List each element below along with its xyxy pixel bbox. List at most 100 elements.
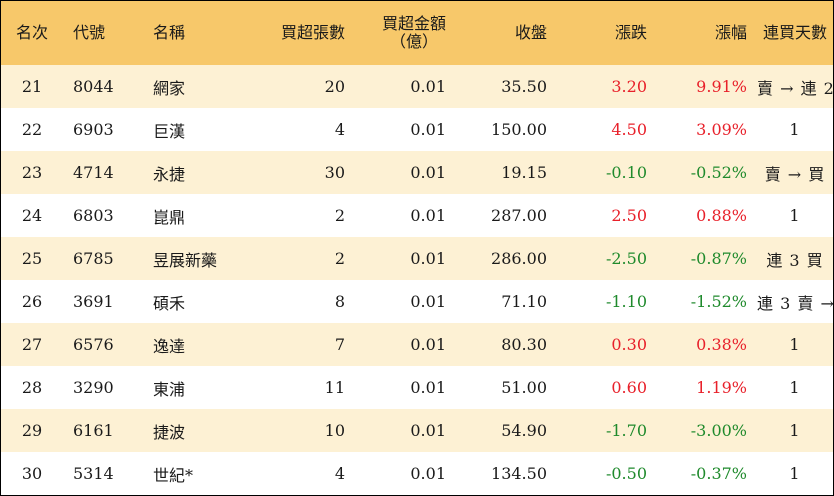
header-buy-amount-line1: 買超金額 (381, 14, 446, 33)
table-row[interactable]: 30 5314 世紀* 4 0.01 134.50 -0.50 -0.37% 1 (1, 452, 833, 495)
cell-buy-amount: 0.01 (410, 77, 446, 96)
header-code: 代號 (73, 23, 106, 42)
cell-change-pct: -0.37% (690, 464, 747, 483)
cell-change: 4.50 (611, 120, 647, 139)
cell-change-pct: -0.52% (690, 163, 747, 182)
cell-name: 捷波 (153, 422, 186, 442)
header-name: 名稱 (153, 23, 186, 42)
cell-rank: 30 (21, 464, 43, 483)
cell-change: -2.50 (605, 249, 647, 268)
cell-name: 崑鼎 (153, 207, 186, 227)
cell-streak: 1 (789, 120, 801, 139)
table-row[interactable]: 29 6161 捷波 10 0.01 54.90 -1.70 -3.00% 1 (1, 409, 833, 452)
cell-change: 0.60 (611, 378, 647, 397)
cell-change: -0.50 (605, 464, 647, 483)
cell-streak: 1 (789, 378, 801, 397)
cell-code: 6161 (73, 421, 114, 440)
table-header: 名次 代號 名稱 買超張數 買超金額 （億） 收盤 漲跌 漲幅 連買天數 (1, 1, 833, 65)
cell-code: 3691 (73, 292, 114, 311)
cell-streak: 1 (789, 206, 801, 225)
cell-buy-lots: 4 (334, 464, 345, 483)
header-streak: 連買天數 (762, 23, 827, 42)
cell-close: 134.50 (491, 464, 547, 483)
cell-buy-amount: 0.01 (410, 335, 446, 354)
table-row[interactable]: 28 3290 東浦 11 0.01 51.00 0.60 1.19% 1 (1, 366, 833, 409)
cell-change: 0.30 (611, 335, 647, 354)
header-rank: 名次 (15, 23, 48, 42)
cell-name: 逸達 (153, 336, 186, 356)
cell-buy-lots: 8 (334, 292, 345, 311)
cell-rank: 23 (21, 163, 43, 182)
cell-change-pct: 9.91% (696, 77, 747, 96)
cell-streak: 1 (789, 464, 801, 483)
cell-change-pct: 3.09% (696, 120, 747, 139)
header-change: 漲跌 (614, 23, 647, 42)
cell-streak: 賣 → 連 2 買 (757, 78, 834, 98)
cell-close: 35.50 (501, 77, 547, 96)
cell-close: 80.30 (501, 335, 547, 354)
cell-name: 世紀* (153, 465, 194, 485)
cell-buy-amount: 0.01 (410, 163, 446, 182)
cell-buy-amount: 0.01 (410, 421, 446, 440)
cell-buy-amount: 0.01 (410, 249, 446, 268)
cell-name: 碩禾 (153, 293, 186, 313)
table-row[interactable]: 26 3691 碩禾 8 0.01 71.10 -1.10 -1.52% 連 3 賣 → 買 (1, 280, 834, 323)
cell-close: 150.00 (491, 120, 547, 139)
cell-code: 6803 (73, 206, 114, 225)
cell-rank: 29 (21, 421, 43, 440)
table-row[interactable]: 22 6903 巨漢 4 0.01 150.00 4.50 3.09% 1 (1, 108, 833, 151)
cell-code: 3290 (73, 378, 114, 397)
cell-name: 網家 (153, 78, 186, 98)
cell-code: 4714 (73, 163, 114, 182)
table-row[interactable]: 24 6803 崑鼎 2 0.01 287.00 2.50 0.88% 1 (1, 194, 833, 237)
cell-name: 東浦 (153, 379, 186, 399)
cell-buy-lots: 11 (324, 378, 345, 397)
cell-buy-amount: 0.01 (410, 206, 446, 225)
header-buy-amount: 買超金額 （億） (355, 1, 456, 65)
cell-code: 8044 (73, 77, 114, 96)
header-row: 名次 代號 名稱 買超張數 買超金額 （億） 收盤 漲跌 漲幅 連買天數 (1, 1, 833, 65)
table-row[interactable]: 21 8044 網家 20 0.01 35.50 3.20 9.91% 賣 → 連 2 買 (1, 65, 834, 108)
cell-code: 6785 (73, 249, 114, 268)
cell-streak: 連 3 賣 → 買 (757, 293, 834, 313)
cell-buy-lots: 20 (324, 77, 345, 96)
cell-change: 2.50 (611, 206, 647, 225)
header-buy-amount-line2: （億） (389, 32, 438, 51)
cell-streak: 賣 → 買 (764, 164, 826, 184)
cell-buy-lots: 7 (334, 335, 345, 354)
cell-change-pct: 1.19% (696, 378, 747, 397)
header-buy-lots: 買超張數 (280, 23, 345, 42)
cell-rank: 21 (21, 77, 43, 96)
cell-code: 5314 (73, 464, 114, 483)
cell-name: 永捷 (153, 164, 186, 184)
table-row[interactable]: 23 4714 永捷 30 0.01 19.15 -0.10 -0.52% 賣 → 買 (1, 151, 833, 194)
cell-rank: 24 (21, 206, 43, 225)
cell-buy-lots: 4 (334, 120, 345, 139)
cell-buy-lots: 30 (324, 163, 345, 182)
cell-close: 54.90 (501, 421, 547, 440)
table-row[interactable]: 27 6576 逸達 7 0.01 80.30 0.30 0.38% 1 (1, 323, 833, 366)
header-close: 收盤 (514, 23, 547, 42)
cell-change-pct: -3.00% (690, 421, 747, 440)
cell-close: 19.15 (501, 163, 547, 182)
header-buy-amount-label: 買超金額 （億） (382, 15, 446, 51)
cell-buy-amount: 0.01 (410, 292, 446, 311)
cell-change: -1.70 (605, 421, 647, 440)
cell-code: 6903 (73, 120, 114, 139)
cell-change-pct: 0.38% (696, 335, 747, 354)
cell-buy-amount: 0.01 (410, 464, 446, 483)
cell-rank: 26 (21, 292, 43, 311)
cell-rank: 27 (21, 335, 43, 354)
table-row[interactable]: 25 6785 昱展新藥 2 0.01 286.00 -2.50 -0.87% 連 3 買 (1, 237, 833, 280)
cell-change: 3.20 (611, 77, 647, 96)
cell-change: -0.10 (605, 163, 647, 182)
cell-buy-lots: 10 (324, 421, 345, 440)
cell-close: 51.00 (501, 378, 547, 397)
cell-streak: 連 3 買 (766, 250, 824, 270)
cell-change-pct: -0.87% (690, 249, 747, 268)
cell-buy-amount: 0.01 (410, 120, 446, 139)
cell-change-pct: 0.88% (696, 206, 747, 225)
cell-streak: 1 (789, 335, 801, 354)
